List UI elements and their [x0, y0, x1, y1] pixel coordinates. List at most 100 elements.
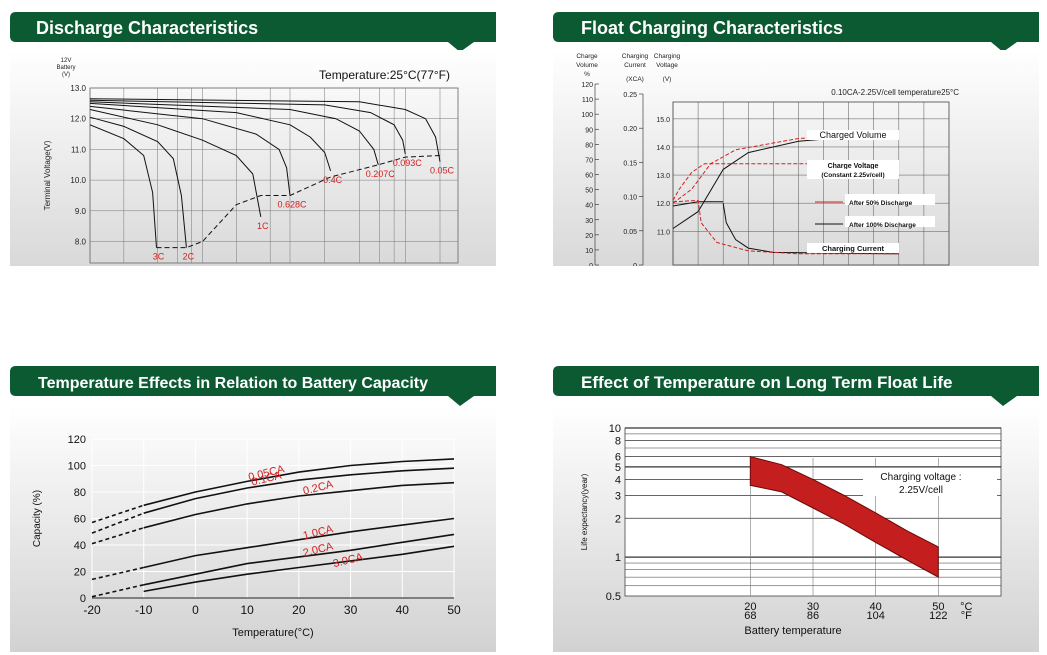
y-unit-label: Battery: [56, 65, 75, 71]
annotation-bg: [863, 468, 997, 496]
voltage-tick-label: 12.0: [656, 201, 670, 208]
axis-header-label: %: [584, 71, 590, 78]
curve-label: Charging Current: [822, 244, 885, 253]
y-tick-label: 2: [615, 513, 621, 525]
curve-label: Charge Voltage: [828, 163, 879, 170]
curve-label-bg: [807, 243, 899, 253]
series-label: 2C: [183, 252, 195, 262]
panel-title-banner: Temperature Effects in Relation to Batte…: [10, 366, 496, 406]
y-tick-label: 60: [74, 514, 86, 526]
panel-title-banner: Effect of Temperature on Long Term Float…: [553, 366, 1039, 406]
volume-tick-label: 30: [585, 218, 593, 225]
curve-label-bg: [807, 160, 899, 170]
discharge-curve-0p4C: [89, 102, 332, 172]
x-tick-label-f: 68: [744, 610, 756, 622]
y-unit-label: 12V: [61, 58, 72, 64]
series-label: 0.207C: [366, 169, 396, 179]
discharge-curve-0p093C: [89, 99, 406, 155]
curve-after-100-discharge: [722, 203, 899, 255]
axis-header-label: (XCA): [626, 76, 644, 83]
cutoff-voltage-line: [156, 155, 441, 249]
temperature-capacity-chart: -20 -10 0 10 20 30 40 50 120 100 80 60 40 20 0 Capacity…: [10, 406, 496, 652]
axis-header-label: Voltage: [656, 62, 678, 69]
volume-tick-label: 50: [585, 188, 593, 195]
y-tick-label: 0.5: [606, 591, 621, 603]
discharge-chart: 12468102040602468102013.012.011.010.09.0…: [10, 50, 496, 266]
chart-annotation: Temperature:25°C(77°F): [319, 68, 450, 82]
volume-tick-label: 60: [585, 173, 593, 180]
volume-tick-label: 90: [585, 127, 593, 134]
current-tick-label: 0.05: [623, 229, 637, 236]
voltage-tick-label: 15.0: [656, 117, 670, 124]
axis-header-label: Charging: [622, 53, 649, 60]
x-tick-label-c: 30: [807, 601, 819, 613]
axis-header-label: (V): [663, 76, 672, 83]
x-tick-label-c: 40: [870, 601, 882, 613]
panel-title-banner: Discharge Characteristics: [10, 12, 496, 52]
current-tick-label: 0.10: [623, 195, 637, 202]
curve-label-bg: [807, 169, 899, 179]
series-label: 0.093C: [393, 158, 423, 168]
capacity-curve: [143, 533, 455, 586]
axis-header-label: Volume: [576, 62, 598, 69]
x-tick-label-c: 20: [744, 601, 756, 613]
capacity-curve-extrapolated: [91, 527, 144, 545]
series-label: 3C: [153, 252, 165, 262]
volume-tick-label: 100: [581, 112, 593, 119]
y-tick-label: 8: [615, 436, 621, 448]
x-unit-f: °F: [961, 610, 972, 622]
y-tick-label: 6: [615, 452, 621, 464]
panel-title: Effect of Temperature on Long Term Float…: [581, 373, 953, 392]
y-tick-label: 40: [74, 540, 86, 552]
panel-title-banner: Float Charging Characteristics: [553, 12, 1039, 52]
x-tick-label-f: 104: [866, 610, 884, 622]
y-tick-label: 9.0: [75, 207, 87, 216]
x-tick-label-c: 50: [932, 601, 944, 613]
x-tick-label: 0: [192, 603, 199, 617]
voltage-tick-label: 13.0: [656, 173, 670, 180]
curve-after-50-discharge: [672, 199, 899, 255]
discharge-curve-0p207C: [89, 101, 379, 165]
legend-bg: [845, 194, 935, 205]
chart-annotation: 2.25V/cell: [899, 485, 943, 496]
discharge-curve-0p05C: [89, 98, 441, 162]
volume-tick-label: 20: [585, 233, 593, 240]
y-tick-label: 10.0: [70, 176, 86, 185]
panel-temperature-capacity: Temperature Effects in Relation to Batte…: [10, 366, 496, 654]
discharge-curve-0p628C: [89, 105, 291, 196]
volume-tick-label: 40: [585, 203, 593, 210]
y-tick-label: 80: [74, 487, 86, 499]
curve-after-50-discharge: [672, 163, 899, 201]
capacity-curve-extrapolated: [91, 504, 144, 524]
y-tick-label: 4: [615, 474, 621, 486]
y-tick-label: 13.0: [70, 84, 86, 93]
capacity-curve: [143, 481, 455, 529]
x-tick-label-f: 86: [807, 610, 819, 622]
series-label: 0.05C: [430, 166, 455, 176]
legend-bg: [845, 216, 935, 227]
curve-label: (Constant 2.25v/cell): [821, 172, 884, 179]
x-tick-label: 40: [396, 603, 410, 617]
panel-title: Temperature Effects in Relation to Batte…: [38, 375, 428, 392]
axis-header-label: Charging: [654, 53, 681, 60]
y-tick-label: 3: [615, 491, 621, 503]
capacity-curve-extrapolated: [91, 566, 144, 581]
y-tick-label: 100: [68, 461, 86, 473]
panel-float-charging: Float Charging Characteristics 048121620…: [553, 12, 1039, 266]
x-tick-label: 10: [240, 603, 254, 617]
discharge-curve-1C: [89, 109, 262, 217]
capacity-curve: [143, 545, 455, 593]
y-unit-label: (V): [62, 72, 70, 78]
x-tick-label: 50: [447, 603, 461, 617]
x-axis-label: Battery temperature: [744, 625, 841, 637]
chart-annotation: Charging voltage :: [880, 472, 961, 483]
current-tick-label: 0: [633, 263, 637, 266]
capacity-curve-extrapolated: [91, 512, 144, 534]
capacity-curve: [143, 517, 455, 569]
y-tick-label: 20: [74, 567, 86, 579]
y-tick-label: 120: [68, 434, 86, 446]
volume-tick-label: 110: [582, 97, 593, 104]
voltage-tick-label: 14.0: [656, 145, 670, 152]
volume-tick-label: 10: [585, 248, 593, 255]
